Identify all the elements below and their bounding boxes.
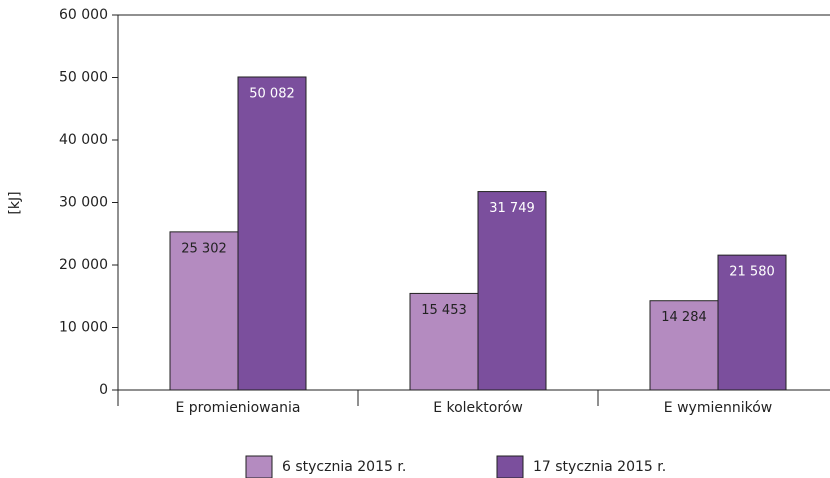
legend-label: 6 stycznia 2015 r. [282, 459, 406, 475]
x-tick-label: E kolektorów [433, 400, 523, 416]
legend-swatch [496, 455, 524, 478]
bar [237, 76, 307, 391]
y-tick-label: 20 000 [59, 257, 108, 273]
y-tick-label: 50 000 [59, 70, 108, 86]
x-tick-label: E promieniowania [175, 400, 300, 416]
bar [477, 191, 547, 391]
data-label: 14 284 [661, 310, 707, 325]
bar [409, 292, 479, 391]
y-tick-label: 30 000 [59, 195, 108, 211]
y-axis-label: [kJ] [7, 191, 23, 214]
y-tick-label: 0 [99, 382, 108, 398]
data-label: 50 082 [249, 86, 295, 101]
y-tick-label: 60 000 [59, 7, 108, 23]
data-label: 21 580 [729, 265, 775, 280]
legend-swatch [245, 455, 273, 478]
y-tick-label: 10 000 [59, 320, 108, 336]
x-tick-label: E wymienników [664, 400, 772, 416]
bar [717, 254, 787, 391]
data-label: 15 453 [421, 303, 467, 318]
bar [169, 231, 239, 391]
bar [649, 300, 719, 391]
data-label: 31 749 [489, 201, 535, 216]
data-label: 25 302 [181, 241, 227, 256]
legend-label: 17 stycznia 2015 r. [533, 459, 666, 475]
y-tick-label: 40 000 [59, 132, 108, 148]
